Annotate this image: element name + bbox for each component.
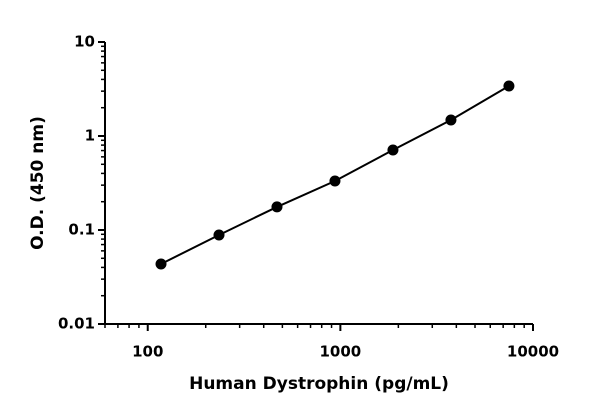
data-point	[387, 144, 399, 156]
x-tick-label: 10000	[507, 343, 559, 361]
fit-line	[160, 85, 510, 265]
y-tick-label: 1	[85, 127, 95, 145]
x-axis-title: Human Dystrophin (pg/mL)	[189, 374, 449, 394]
y-tick-label: 0.1	[68, 221, 95, 239]
data-point	[503, 80, 515, 92]
y-tick-label: 0.01	[58, 315, 95, 333]
y-axis-title: O.D. (450 nm)	[28, 116, 48, 250]
x-tick-label: 100	[132, 343, 163, 361]
data-point	[445, 114, 457, 126]
y-tick-label: 10	[74, 33, 95, 51]
data-point	[271, 201, 283, 213]
data-point	[329, 175, 341, 187]
x-tick-label: 1000	[319, 343, 361, 361]
data-point	[213, 229, 225, 241]
data-point	[155, 258, 167, 270]
